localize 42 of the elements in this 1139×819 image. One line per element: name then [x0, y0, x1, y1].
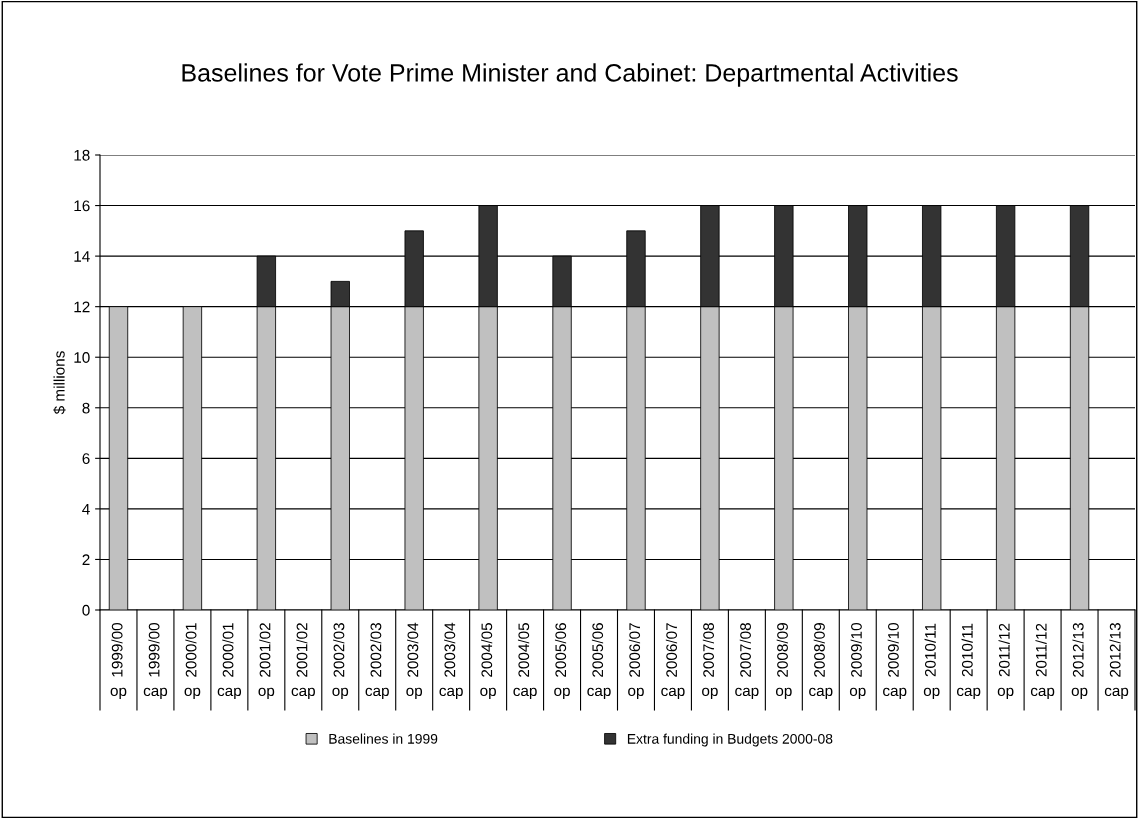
x-tick-label: 2003/04 op — [406, 622, 423, 700]
y-tick-label: 18 — [74, 149, 90, 161]
y-tick-label: 6 — [82, 453, 90, 465]
x-tick-label: 2012/13 cap — [1104, 623, 1129, 700]
x-tick-label: 1999/00 op — [110, 622, 127, 700]
x-tick-label: 2000/01 op — [184, 623, 201, 700]
legend-label: Baselines in 1999 — [329, 733, 438, 744]
y-tick-label: 10 — [74, 352, 90, 363]
x-tick-label: 2005/06 cap — [587, 623, 611, 700]
x-tick-label: 2002/03 op — [332, 623, 349, 700]
x-tick-label: 1999/00 cap — [143, 622, 168, 700]
y-tick-label: 8 — [82, 402, 90, 414]
x-tick-label: 2011/12 op — [997, 623, 1014, 700]
x-tick-label: 2005/06 op — [554, 623, 570, 700]
y-tick-label: 12 — [74, 301, 90, 313]
x-tick-label: 2001/02 op — [258, 623, 275, 700]
chart-title: Baselines for Vote Prime Minister and Cabinet: Departmental Activities — [182, 63, 958, 87]
y-tick-label: 4 — [82, 503, 90, 515]
x-tick-label: 2004/05 op — [480, 623, 496, 700]
x-tick-label: 2003/04 cap — [439, 622, 463, 700]
x-tick-label: 2008/09 cap — [809, 623, 833, 700]
x-tick-label: 2007/08 op — [702, 623, 718, 700]
y-tick-label: 2 — [82, 554, 90, 565]
x-tick-label: 2011/12 cap — [1030, 623, 1055, 700]
x-tick-label: 2010/11 cap — [956, 623, 981, 700]
legend-label: Extra funding in Budgets 2000-08 — [627, 733, 833, 747]
x-tick-label: 2012/13 op — [1071, 623, 1088, 700]
x-tick-label: 2006/07 op — [628, 623, 644, 700]
x-tick-label: 2009/10 op — [849, 622, 866, 700]
x-tick-label: 2004/05 cap — [513, 623, 537, 700]
x-tick-label: 2009/10 cap — [883, 622, 907, 700]
x-tick-label: 2007/08 cap — [735, 623, 759, 700]
x-tick-label: 2008/09 op — [775, 623, 792, 700]
y-axis-title: $ millions — [53, 351, 66, 415]
x-tick-label: 2010/11 op — [923, 623, 940, 700]
x-tick-label: 2002/03 cap — [365, 623, 389, 700]
y-tick-label: 14 — [74, 251, 90, 262]
x-tick-label: 2006/07 cap — [661, 623, 685, 700]
x-tick-label: 2000/01 cap — [217, 623, 242, 700]
y-tick-label: 0 — [82, 604, 90, 616]
x-tick-label: 2001/02 cap — [291, 623, 315, 700]
y-tick-label: 16 — [74, 200, 90, 212]
